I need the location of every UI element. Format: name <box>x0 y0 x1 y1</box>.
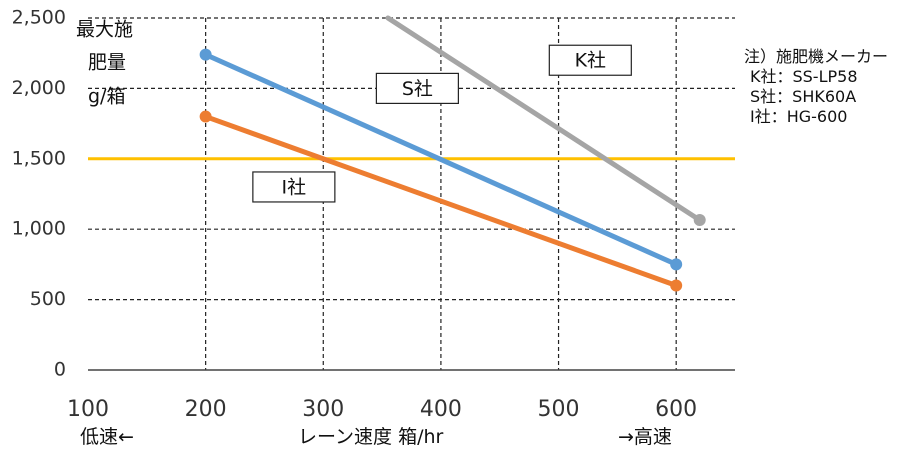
y-tick-label: 0 <box>54 359 66 381</box>
data-point <box>670 279 683 292</box>
data-point <box>199 110 212 123</box>
y-tick-label: 2,500 <box>12 7 66 29</box>
x-tick-label: 500 <box>538 397 580 422</box>
y-tick-label: 1,000 <box>12 218 66 240</box>
note-line: K社：SS-LP58 <box>750 67 858 86</box>
x-tick-label: 400 <box>420 397 462 422</box>
series-line <box>203 52 679 267</box>
y-axis-label: g/箱 <box>88 86 125 108</box>
note-line: S社：SHK60A <box>750 87 856 106</box>
data-point <box>199 48 212 61</box>
series-label: S社 <box>402 78 433 100</box>
data-point <box>693 214 706 227</box>
x-tick-label: 600 <box>655 397 697 422</box>
series-label-box <box>252 171 336 203</box>
y-tick-label: 1,500 <box>12 147 66 169</box>
y-tick-label: 2,000 <box>12 77 66 99</box>
series-line <box>203 114 679 289</box>
x-axis-note-right: →高速 <box>618 426 672 448</box>
series-label-box <box>375 72 459 105</box>
series-label: K社 <box>575 50 606 72</box>
data-point <box>670 258 683 271</box>
series-label-box <box>548 44 632 76</box>
series-label: I社 <box>282 176 307 198</box>
x-tick-label: 100 <box>67 397 109 422</box>
y-tick-label: 500 <box>30 288 66 310</box>
note-line: I社：HG-600 <box>750 107 847 126</box>
y-axis-label: 最大施 <box>76 19 133 41</box>
note-line: 注）施肥機メーカー <box>744 47 888 66</box>
series-line <box>385 15 703 223</box>
x-axis-label: レーン速度 箱/hr <box>298 426 444 448</box>
x-axis-note-left: 低速← <box>80 426 134 448</box>
x-tick-label: 200 <box>185 397 227 422</box>
x-tick-label: 300 <box>302 397 344 422</box>
y-axis-label: 肥量 <box>88 52 126 74</box>
